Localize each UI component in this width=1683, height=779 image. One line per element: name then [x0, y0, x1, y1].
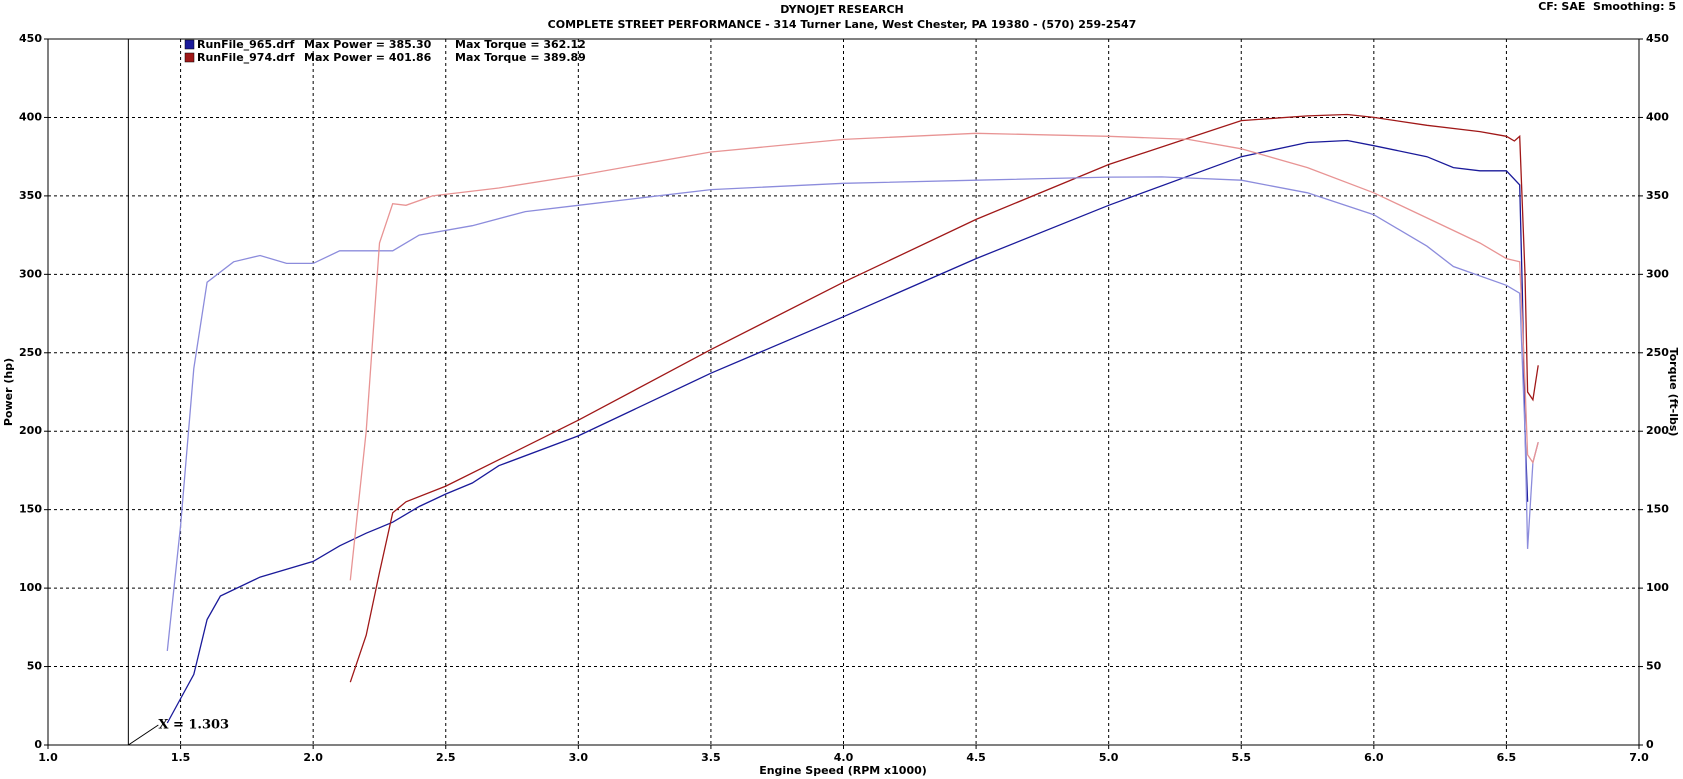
legend-stat: Max Power = 401.86 [304, 51, 432, 64]
y2-tick-label: 450 [1646, 32, 1669, 45]
x-tick-label: 3.0 [569, 751, 589, 764]
x-tick-label: 1.5 [171, 751, 191, 764]
x-axis-label: Engine Speed (RPM x1000) [759, 764, 927, 777]
y2-tick-label: 200 [1646, 424, 1669, 437]
chart-title: DYNOJET RESEARCH [780, 3, 903, 16]
y-tick-label: 100 [19, 581, 42, 594]
y2-tick-label: 250 [1646, 346, 1669, 359]
y2-tick-label: 150 [1646, 503, 1669, 516]
x-tick-label: 6.0 [1364, 751, 1384, 764]
legend-label: RunFile_974.drf [197, 51, 295, 64]
y-tick-label: 350 [19, 189, 42, 202]
x-tick-label: 7.0 [1629, 751, 1649, 764]
y-tick-label: 0 [34, 738, 42, 751]
series-line [349, 132, 1539, 581]
series-line [166, 139, 1529, 724]
x-tick-label: 5.0 [1099, 751, 1119, 764]
y2-tick-label: 400 [1646, 110, 1669, 123]
y2-tick-label: 350 [1646, 189, 1669, 202]
legend-swatch [184, 39, 195, 50]
x-tick-label: 4.0 [834, 751, 854, 764]
x-tick-label: 2.0 [303, 751, 323, 764]
x-tick-label: 3.5 [701, 751, 721, 764]
legend-stat: Max Torque = 362.12 [455, 38, 586, 51]
y2-tick-label: 100 [1646, 581, 1669, 594]
y-tick-label: 450 [19, 32, 42, 45]
x-tick-label: 4.5 [966, 751, 986, 764]
legend-stat: Max Torque = 389.89 [455, 51, 586, 64]
y2-tick-label: 50 [1646, 660, 1662, 673]
y-tick-label: 300 [19, 267, 42, 280]
y2-tick-label: 300 [1646, 267, 1669, 280]
cursor-label: X = 1.303 [158, 718, 229, 733]
legend-stat: Max Power = 385.30 [304, 38, 432, 51]
y-tick-label: 50 [27, 660, 43, 673]
y2-axis-label: Torque (ft-lbs) [1667, 348, 1680, 437]
y-tick-label: 250 [19, 346, 42, 359]
legend-swatch [184, 52, 195, 63]
series-line [166, 176, 1539, 651]
chart-subtitle: COMPLETE STREET PERFORMANCE - 314 Turner… [548, 18, 1137, 31]
x-tick-label: 2.5 [436, 751, 456, 764]
settings-label: CF: SAE Smoothing: 5 [1538, 0, 1676, 13]
y-tick-label: 400 [19, 110, 42, 123]
x-tick-label: 5.5 [1232, 751, 1252, 764]
x-tick-label: 1.0 [38, 751, 58, 764]
cursor-pointer [128, 724, 159, 746]
legend-label: RunFile_965.drf [197, 38, 295, 51]
series-line [349, 113, 1539, 683]
y-tick-label: 150 [19, 503, 42, 516]
y2-tick-label: 0 [1646, 738, 1654, 751]
y-tick-label: 200 [19, 424, 42, 437]
y-axis-label: Power (hp) [2, 358, 15, 426]
x-tick-label: 6.5 [1497, 751, 1517, 764]
